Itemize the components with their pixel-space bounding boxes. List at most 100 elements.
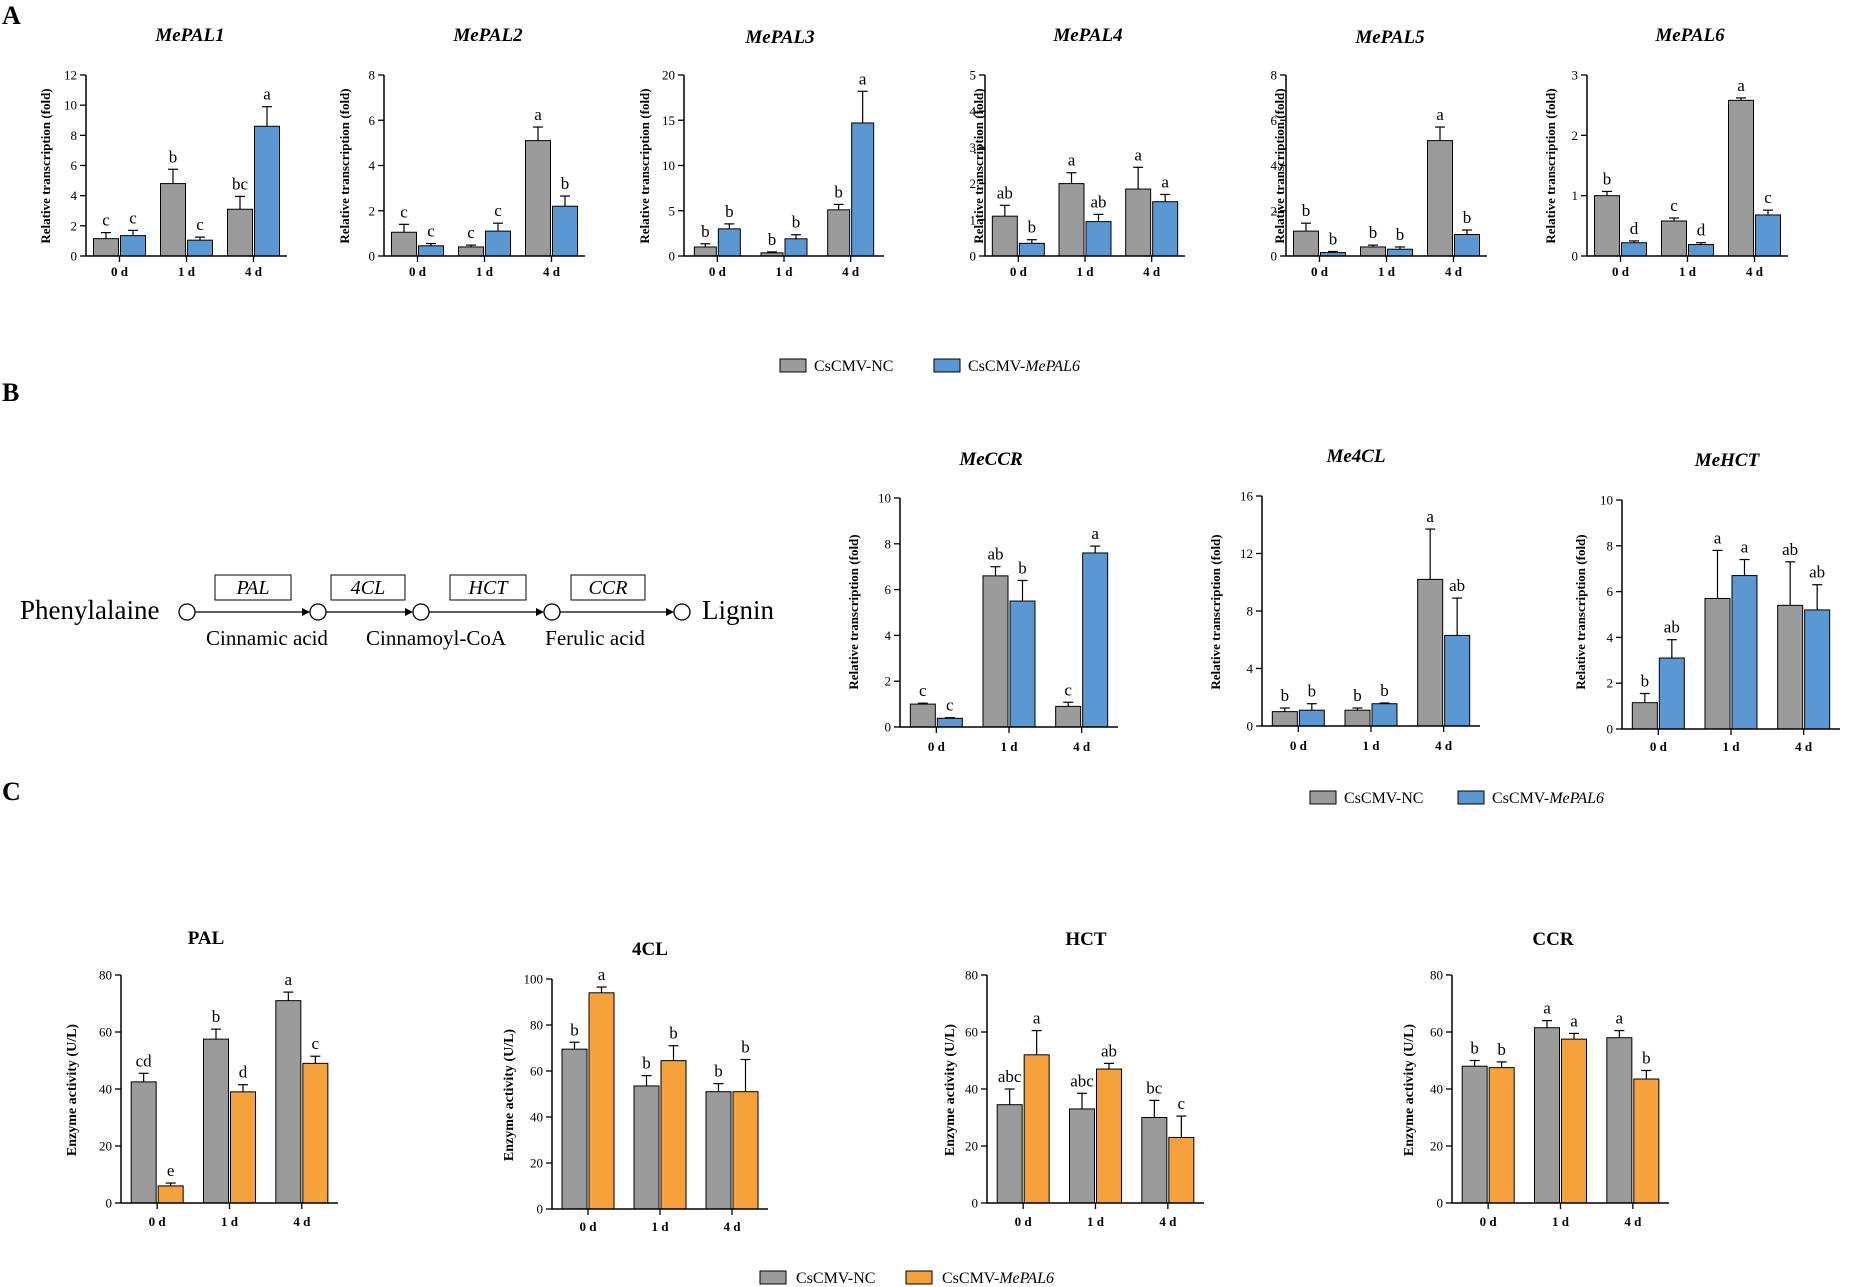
mehct-ytick-label-3: 6	[1607, 584, 1614, 599]
mehct-sig-s1-c1: a	[1741, 538, 1749, 557]
mepal2-bar-s0-c2	[525, 140, 551, 257]
mepal2-sig-s0-c1: c	[467, 223, 475, 242]
mepal2-sig-s1-c2: b	[561, 174, 570, 193]
meccr-category-2: 4 d	[1073, 739, 1091, 754]
hct-bar-s0-c0	[996, 1104, 1023, 1204]
4cl-ytick-label-0: 0	[537, 1202, 544, 1217]
meccr-ytick-label-0: 0	[885, 720, 892, 735]
pal-ytick-label-3: 60	[99, 1025, 112, 1040]
pathway-arrowhead-3	[536, 608, 544, 616]
mepal4-category-1: 1 d	[1077, 264, 1095, 279]
ccr-ytick-label-1: 20	[1430, 1139, 1443, 1154]
mepal2-category-0: 0 d	[409, 264, 427, 279]
mepal1-ytick-label-3: 6	[71, 158, 78, 173]
meccr-bar-s0-c0	[909, 703, 936, 728]
pathway-enzyme-pal: PAL	[236, 577, 270, 599]
mepal3-ytick-label-2: 10	[662, 158, 675, 173]
4cl-title: 4CL	[632, 939, 668, 960]
mepal3-bar-s0-c0	[693, 246, 717, 257]
pal-ytick-label-4: 80	[99, 968, 112, 983]
mehct-ytick-label-1: 2	[1607, 676, 1614, 691]
legend-b-label-gene: MePAL6	[1548, 790, 1604, 807]
pal-sig-s0-c2: a	[285, 970, 293, 989]
pathway-node-1	[309, 603, 327, 621]
pal-sig-s1-c2: c	[312, 1034, 320, 1053]
hct-ytick-label-3: 60	[965, 1025, 978, 1040]
mepal3-bar-s1-c1	[784, 238, 808, 257]
pathway-intermediate-cinnamoyl-coa: Cinnamoyl-CoA	[366, 626, 507, 650]
ccr-ytick-label-0: 0	[1437, 1196, 1444, 1211]
legend-a-label-prefix: CsCMV-	[968, 358, 1025, 375]
pathway-arrowhead-1	[302, 608, 310, 616]
mepal6-ytick-label-0: 0	[1572, 249, 1579, 264]
mepal1-category-1: 1 d	[178, 264, 196, 279]
mepal2-ytick-label-2: 4	[369, 158, 376, 173]
hct-category-1: 1 d	[1087, 1214, 1105, 1229]
legend-a: CsCMV-NC CsCMV-MePAL6	[779, 358, 1080, 375]
4cl-ylabel: Enzyme activity (U/L)	[502, 1029, 517, 1162]
mepal4-ytick-label-3: 3	[970, 140, 977, 155]
mepal5-category-1: 1 d	[1378, 264, 1396, 279]
mepal5-ytick-label-0: 0	[1271, 249, 1278, 264]
mepal1-sig-s0-c1: b	[169, 147, 178, 166]
pal-category-0: 0 d	[149, 1214, 167, 1229]
mepal6-category-2: 4 d	[1746, 264, 1764, 279]
mepal6-ylabel: Relative transcription (fold)	[1543, 88, 1558, 243]
pathway-enzyme-box-hct	[449, 574, 527, 601]
me4cl-sig-s1-c2: ab	[1449, 576, 1465, 595]
pathway-enzyme-box-pal	[214, 574, 292, 601]
pathway-enzyme-box-ccr	[570, 574, 646, 601]
me4cl-sig-s0-c0: b	[1281, 686, 1290, 705]
mepal5-bar-s1-c2	[1454, 234, 1480, 257]
legend-a-label-gene: MePAL6	[1024, 358, 1080, 375]
mepal3-sig-s0-c0: b	[701, 222, 710, 241]
mepal2-sig-s1-c0: c	[427, 222, 435, 241]
mepal2-category-1: 1 d	[476, 264, 494, 279]
mepal5-ytick-label-3: 6	[1271, 113, 1278, 128]
meccr-ytick-label-5: 10	[878, 491, 891, 506]
4cl-bar-s1-c0	[588, 992, 615, 1210]
legend-a-label-mepal6: CsCMV-MePAL6	[968, 358, 1080, 375]
legend-b-swatch-nc	[1309, 790, 1337, 805]
mepal1-ytick-label-5: 10	[64, 98, 77, 113]
hct-ytick-label-0: 0	[972, 1196, 979, 1211]
mepal4-sig-s0-c2: a	[1134, 145, 1142, 164]
me4cl-bar-s0-c0	[1271, 711, 1298, 727]
mepal5-ylabel: Relative transcription (fold)	[1272, 88, 1287, 243]
4cl-ytick-label-2: 40	[530, 1110, 543, 1125]
me4cl-category-2: 4 d	[1435, 738, 1453, 753]
ccr-bar-s0-c0	[1461, 1065, 1488, 1204]
legend-b: CsCMV-NC CsCMV-MePAL6	[1309, 790, 1604, 807]
mepal4-ylabel: Relative transcription (fold)	[971, 88, 986, 243]
pathway-start: Phenylalaine	[20, 595, 159, 625]
ccr-sig-s1-c0: b	[1497, 1040, 1506, 1059]
me4cl-ytick-label-1: 4	[1247, 661, 1254, 676]
mepal5-category-0: 0 d	[1311, 264, 1329, 279]
4cl-bar-s0-c0	[561, 1048, 588, 1210]
mepal3-ylabel: Relative transcription (fold)	[637, 88, 652, 243]
hct-sig-s1-c2: c	[1178, 1094, 1186, 1113]
ccr-bar-s1-c1	[1561, 1038, 1587, 1204]
mepal3-ytick-label-3: 15	[662, 113, 675, 128]
mepal3-bar-s1-c0	[717, 228, 741, 257]
meccr-bar-s1-c1	[1009, 600, 1036, 728]
hct-sig-s1-c1: ab	[1101, 1041, 1117, 1060]
mepal1-category-0: 0 d	[111, 264, 129, 279]
pal-bar-s1-c1	[230, 1091, 256, 1204]
chart-mepal6: MePAL6 Relative transcription (fold) b c a d d…	[1543, 25, 1788, 279]
mepal4-bar-s0-c1	[1058, 183, 1085, 257]
mepal1-ylabel: Relative transcription (fold)	[38, 88, 53, 243]
pal-sig-s0-c1: b	[212, 1007, 221, 1026]
me4cl-sig-s1-c1: b	[1380, 681, 1389, 700]
mepal1-ytick-label-1: 2	[71, 218, 78, 233]
mepal5-category-2: 4 d	[1445, 264, 1463, 279]
hct-ytick-label-4: 80	[965, 968, 978, 983]
4cl-category-2: 4 d	[724, 1219, 742, 1234]
4cl-sig-s1-c1: b	[669, 1024, 678, 1043]
legend-b-label-mepal6: CsCMV-MePAL6	[1492, 790, 1604, 807]
me4cl-ytick-label-0: 0	[1247, 719, 1254, 734]
mehct-sig-s1-c0: ab	[1664, 618, 1680, 637]
mehct-ytick-label-5: 10	[1600, 493, 1613, 508]
